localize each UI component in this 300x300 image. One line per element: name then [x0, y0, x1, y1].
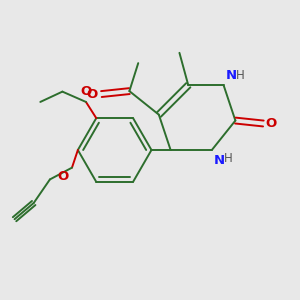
Text: N: N: [214, 154, 225, 166]
Text: O: O: [266, 117, 277, 130]
Text: N: N: [226, 69, 237, 82]
Text: H: H: [224, 152, 232, 165]
Text: O: O: [87, 88, 98, 100]
Text: O: O: [80, 85, 92, 98]
Text: O: O: [58, 170, 69, 183]
Text: H: H: [236, 69, 244, 82]
